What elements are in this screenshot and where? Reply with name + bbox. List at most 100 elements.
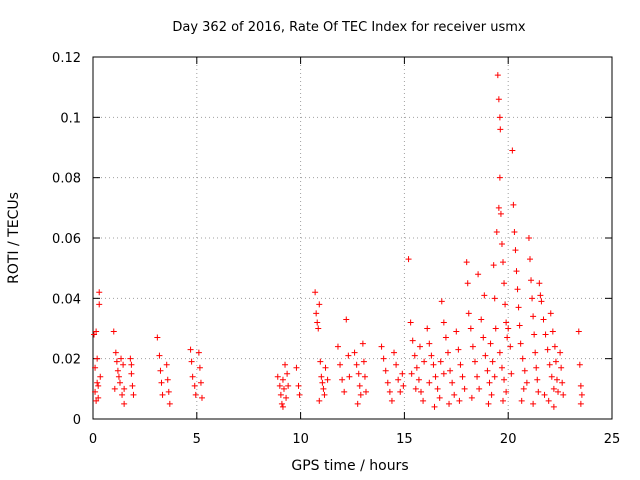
data-point [430, 361, 437, 368]
data-point [407, 319, 414, 326]
data-point [415, 376, 422, 383]
data-point [114, 367, 121, 374]
data-point [440, 370, 447, 377]
data-point [510, 201, 517, 208]
data-point [500, 259, 507, 266]
data-point [545, 397, 552, 404]
data-point [478, 316, 485, 323]
data-point [158, 379, 165, 386]
data-point [97, 373, 104, 380]
data-point [577, 382, 584, 389]
data-point [341, 388, 348, 395]
data-point [517, 340, 524, 347]
data-point [121, 400, 128, 407]
data-point [412, 385, 419, 392]
data-point [411, 352, 418, 359]
data-point [280, 385, 287, 392]
data-point [408, 370, 415, 377]
data-point [488, 391, 495, 398]
y-axis-label: ROTI / TECUs [6, 192, 22, 284]
data-point [465, 310, 472, 317]
data-point [324, 376, 331, 383]
data-point [112, 349, 119, 356]
data-point [121, 385, 128, 392]
data-point [577, 400, 584, 407]
data-point [110, 328, 117, 335]
data-point [491, 295, 498, 302]
data-point [550, 385, 557, 392]
data-point [514, 286, 521, 293]
data-point [553, 376, 560, 383]
data-point [279, 376, 286, 383]
x-tick-label: 20 [500, 432, 517, 447]
data-point [397, 388, 404, 395]
data-points [91, 72, 585, 410]
data-point [424, 325, 431, 332]
data-point [548, 373, 555, 380]
data-point [188, 358, 195, 365]
data-point [116, 379, 123, 386]
data-point [426, 379, 433, 386]
data-point [540, 316, 547, 323]
data-point [361, 373, 368, 380]
data-point [400, 382, 407, 389]
data-point [318, 373, 325, 380]
data-point [322, 364, 329, 371]
chart-title: Day 362 of 2016, Rate Of TEC Index for r… [172, 20, 526, 35]
data-point [198, 394, 205, 401]
data-point [191, 382, 198, 389]
data-point [274, 373, 281, 380]
data-point [434, 385, 441, 392]
data-point [560, 391, 567, 398]
data-point [552, 358, 559, 365]
data-point [92, 388, 99, 395]
data-point [130, 391, 137, 398]
x-tick-label: 0 [89, 432, 97, 447]
data-point [555, 388, 562, 395]
data-point [482, 352, 489, 359]
data-point [438, 298, 445, 305]
data-point [446, 400, 453, 407]
data-point [529, 295, 536, 302]
x-tick-label: 5 [193, 432, 201, 447]
data-point [457, 361, 464, 368]
x-tick-label: 15 [396, 432, 413, 447]
data-point [165, 388, 172, 395]
data-point [511, 228, 518, 235]
data-point [293, 364, 300, 371]
data-point [486, 379, 493, 386]
data-point [442, 334, 449, 341]
data-point [96, 289, 103, 296]
data-point [526, 256, 533, 263]
data-point [362, 388, 369, 395]
data-point [501, 376, 508, 383]
data-point [164, 376, 171, 383]
data-point [505, 325, 512, 332]
data-point [504, 334, 511, 341]
data-point [530, 313, 537, 320]
data-point [279, 403, 286, 410]
data-point [432, 373, 439, 380]
data-point [156, 352, 163, 359]
data-point [129, 382, 136, 389]
axis-ticks: 0 5 10 15 20 25 0 0.02 0.04 0.06 0.08 0.1 0.12 [52, 51, 620, 447]
data-point [480, 334, 487, 341]
data-point [93, 397, 100, 404]
data-point [395, 376, 402, 383]
data-point [351, 349, 358, 356]
data-point [547, 310, 554, 317]
data-point [317, 358, 324, 365]
data-point [196, 364, 203, 371]
data-point [378, 343, 385, 350]
data-point [166, 400, 173, 407]
data-point [546, 361, 553, 368]
data-point [497, 210, 504, 217]
data-point [91, 331, 98, 338]
data-point [474, 373, 481, 380]
data-point [119, 391, 126, 398]
data-point [494, 72, 501, 79]
data-point [316, 397, 323, 404]
data-point [500, 397, 507, 404]
data-point [95, 394, 102, 401]
data-point [113, 358, 120, 365]
